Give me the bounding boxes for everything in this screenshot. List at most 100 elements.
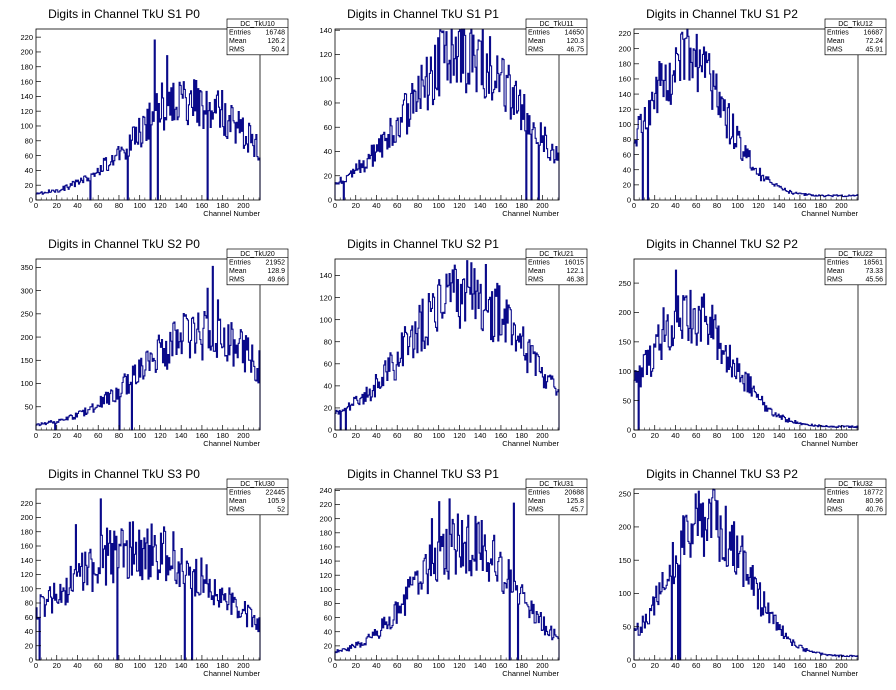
y-tick-label: 60 (324, 613, 332, 622)
pad-s3-p0: Digits in Channel TkU S3 P0 0 20 40 60 80 100 1… (0, 460, 298, 690)
pad-s1-p1: Digits in Channel TkU S1 P1 0 20 40 60 80 100 1… (299, 0, 597, 230)
x-tick-label: 40 (671, 201, 679, 210)
stats-label-rms: RMS (827, 277, 843, 284)
stats-label-mean: Mean (827, 38, 845, 45)
stats-title: DC_TkU30 (240, 481, 275, 488)
stats-label-entries: Entries (229, 29, 251, 36)
x-tick-label: 100 (432, 661, 445, 670)
x-tick-label: 20 (352, 661, 360, 670)
stats-label-mean: Mean (229, 268, 247, 275)
x-tick-label: 160 (495, 431, 508, 440)
x-tick-label: 60 (692, 431, 700, 440)
x-tick-label: 20 (53, 201, 61, 210)
histogram-svg: Digits in Channel TkU S2 P1 0 20 40 60 80 100 1… (319, 237, 588, 448)
histogram-line (334, 28, 560, 201)
stats-value-entries: 16748 (266, 29, 286, 36)
pad-s2-p2: Digits in Channel TkU S2 P2 0 20 40 60 80 100 1… (598, 230, 896, 460)
y-tick-label: 350 (20, 263, 33, 272)
y-tick-label: 250 (618, 279, 631, 288)
x-tick-label: 140 (175, 431, 188, 440)
y-tick-label: 300 (20, 286, 33, 295)
y-tick-label: 160 (20, 542, 33, 551)
x-axis-title: Channel Number (502, 439, 559, 448)
x-tick-label: 100 (432, 431, 445, 440)
x-axis-title: Channel Number (502, 669, 559, 678)
plot-title: Digits in Channel TkU S3 P1 (347, 467, 499, 481)
stats-title: DC_TkU22 (838, 251, 873, 258)
stats-value-rms: 46.75 (566, 47, 584, 54)
y-tick-label: 120 (319, 293, 332, 302)
stats-value-mean: 120.3 (566, 38, 584, 45)
x-tick-label: 160 (196, 661, 209, 670)
pad-s2-p0: Digits in Channel TkU S2 P0 0 20 40 60 80 100 1… (0, 230, 298, 460)
x-tick-label: 180 (515, 661, 528, 670)
y-tick-label: 150 (618, 556, 631, 565)
x-tick-label: 60 (692, 661, 700, 670)
x-tick-label: 200 (536, 661, 549, 670)
y-tick-label: 120 (319, 571, 332, 580)
stats-label-rms: RMS (229, 507, 245, 514)
stats-label-rms: RMS (229, 277, 245, 284)
y-tick-label: 50 (623, 396, 631, 405)
stats-value-rms: 52 (277, 507, 285, 514)
stats-box (824, 248, 887, 286)
stats-label-entries: Entries (528, 489, 550, 496)
y-tick-label: 40 (623, 165, 631, 174)
plot-title: Digits in Channel TkU S2 P2 (646, 237, 798, 251)
y-tick-label: 0 (328, 656, 332, 665)
y-tick-label: 40 (324, 382, 332, 391)
stats-value-entries: 20688 (565, 489, 585, 496)
x-tick-label: 160 (196, 431, 209, 440)
x-tick-label: 180 (216, 661, 229, 670)
y-tick-label: 150 (20, 356, 33, 365)
stats-box (525, 478, 588, 516)
y-tick-label: 200 (618, 523, 631, 532)
x-tick-label: 20 (53, 661, 61, 670)
y-tick-label: 80 (324, 337, 332, 346)
x-tick-label: 140 (175, 201, 188, 210)
x-tick-label: 40 (372, 661, 380, 670)
y-tick-label: 140 (20, 556, 33, 565)
y-tick-label: 60 (324, 360, 332, 369)
plot-frame (633, 28, 859, 201)
x-tick-label: 200 (536, 431, 549, 440)
pad-s3-p1: Digits in Channel TkU S3 P1 0 20 40 60 80 100 1… (299, 460, 597, 690)
x-tick-label: 0 (333, 431, 337, 440)
y-tick-label: 160 (20, 77, 33, 86)
y-tick-label: 80 (25, 599, 33, 608)
stats-value-rms: 46.38 (566, 277, 584, 284)
y-tick-label: 120 (20, 107, 33, 116)
y-tick-label: 0 (328, 196, 332, 205)
stats-title: DC_TkU21 (539, 251, 574, 258)
x-tick-label: 40 (372, 201, 380, 210)
x-tick-label: 80 (414, 661, 422, 670)
stats-label-entries: Entries (229, 259, 251, 266)
x-tick-label: 60 (692, 201, 700, 210)
plot-title: Digits in Channel TkU S1 P2 (646, 7, 798, 21)
stats-value-entries: 16015 (565, 259, 585, 266)
y-tick-label: 80 (25, 136, 33, 145)
x-tick-label: 80 (414, 201, 422, 210)
stats-value-rms: 50.4 (271, 47, 285, 54)
stats-label-mean: Mean (528, 38, 546, 45)
pad-s1-p2: Digits in Channel TkU S1 P2 0 20 40 60 80 100 1… (598, 0, 896, 230)
stats-value-entries: 18561 (864, 259, 884, 266)
pad-s2-p1: Digits in Channel TkU S2 P1 0 20 40 60 80 100 1… (299, 230, 597, 460)
stats-value-mean: 122.1 (566, 268, 584, 275)
x-tick-label: 180 (814, 661, 827, 670)
x-tick-label: 120 (752, 431, 765, 440)
y-tick-label: 180 (20, 527, 33, 536)
stats-box (226, 248, 289, 286)
y-tick-label: 200 (319, 514, 332, 523)
stats-title: DC_TkU31 (539, 481, 574, 488)
x-tick-label: 100 (133, 201, 146, 210)
y-tick-label: 100 (319, 315, 332, 324)
x-tick-label: 140 (474, 431, 487, 440)
x-tick-label: 20 (352, 201, 360, 210)
histogram-line (35, 498, 261, 661)
stats-box (226, 18, 289, 56)
stats-label-mean: Mean (827, 268, 845, 275)
x-tick-label: 100 (731, 661, 744, 670)
y-tick-label: 100 (319, 74, 332, 83)
stats-label-rms: RMS (528, 507, 544, 514)
